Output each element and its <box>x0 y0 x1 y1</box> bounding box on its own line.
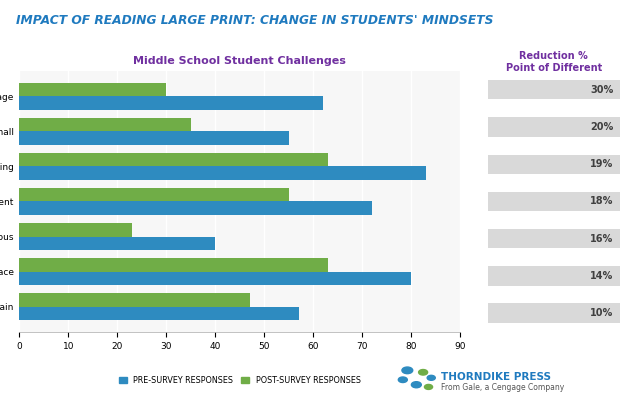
Circle shape <box>419 370 428 375</box>
Circle shape <box>427 375 435 380</box>
Bar <box>19 258 328 272</box>
Bar <box>19 83 166 96</box>
FancyBboxPatch shape <box>488 266 620 286</box>
Bar <box>19 237 215 250</box>
FancyBboxPatch shape <box>488 117 620 137</box>
Circle shape <box>402 367 413 374</box>
Text: IMPACT OF READING LARGE PRINT: CHANGE IN STUDENTS' MINDSETS: IMPACT OF READING LARGE PRINT: CHANGE IN… <box>16 14 493 27</box>
Bar <box>19 223 132 237</box>
Bar <box>19 131 289 145</box>
FancyBboxPatch shape <box>488 229 620 248</box>
Bar <box>19 96 323 109</box>
Bar <box>19 166 426 180</box>
FancyBboxPatch shape <box>488 154 620 174</box>
Text: 19%: 19% <box>590 159 613 169</box>
Text: From Gale, a Cengage Company: From Gale, a Cengage Company <box>441 384 564 392</box>
Text: 20%: 20% <box>590 122 613 132</box>
Legend: PRE-SURVEY RESPONSES, POST-SURVEY RESPONSES: PRE-SURVEY RESPONSES, POST-SURVEY RESPON… <box>115 372 364 388</box>
Bar <box>19 272 412 285</box>
Bar <box>19 201 372 215</box>
Circle shape <box>398 377 407 382</box>
Text: 30%: 30% <box>590 85 613 95</box>
Text: THORNDIKE PRESS: THORNDIKE PRESS <box>441 372 551 382</box>
Text: Reduction %
Point of Different: Reduction % Point of Different <box>506 51 602 73</box>
Title: Middle School Student Challenges: Middle School Student Challenges <box>133 56 346 66</box>
FancyBboxPatch shape <box>488 80 620 100</box>
Bar <box>19 118 191 131</box>
Text: 10%: 10% <box>590 308 613 318</box>
Bar <box>19 307 299 320</box>
Text: 16%: 16% <box>590 234 613 244</box>
Text: 18%: 18% <box>590 196 613 207</box>
FancyBboxPatch shape <box>488 192 620 211</box>
Bar <box>19 293 250 307</box>
Bar <box>19 188 289 201</box>
Circle shape <box>412 382 421 388</box>
Text: 14%: 14% <box>590 271 613 281</box>
Bar <box>19 153 328 166</box>
Circle shape <box>424 384 433 389</box>
FancyBboxPatch shape <box>488 303 620 323</box>
